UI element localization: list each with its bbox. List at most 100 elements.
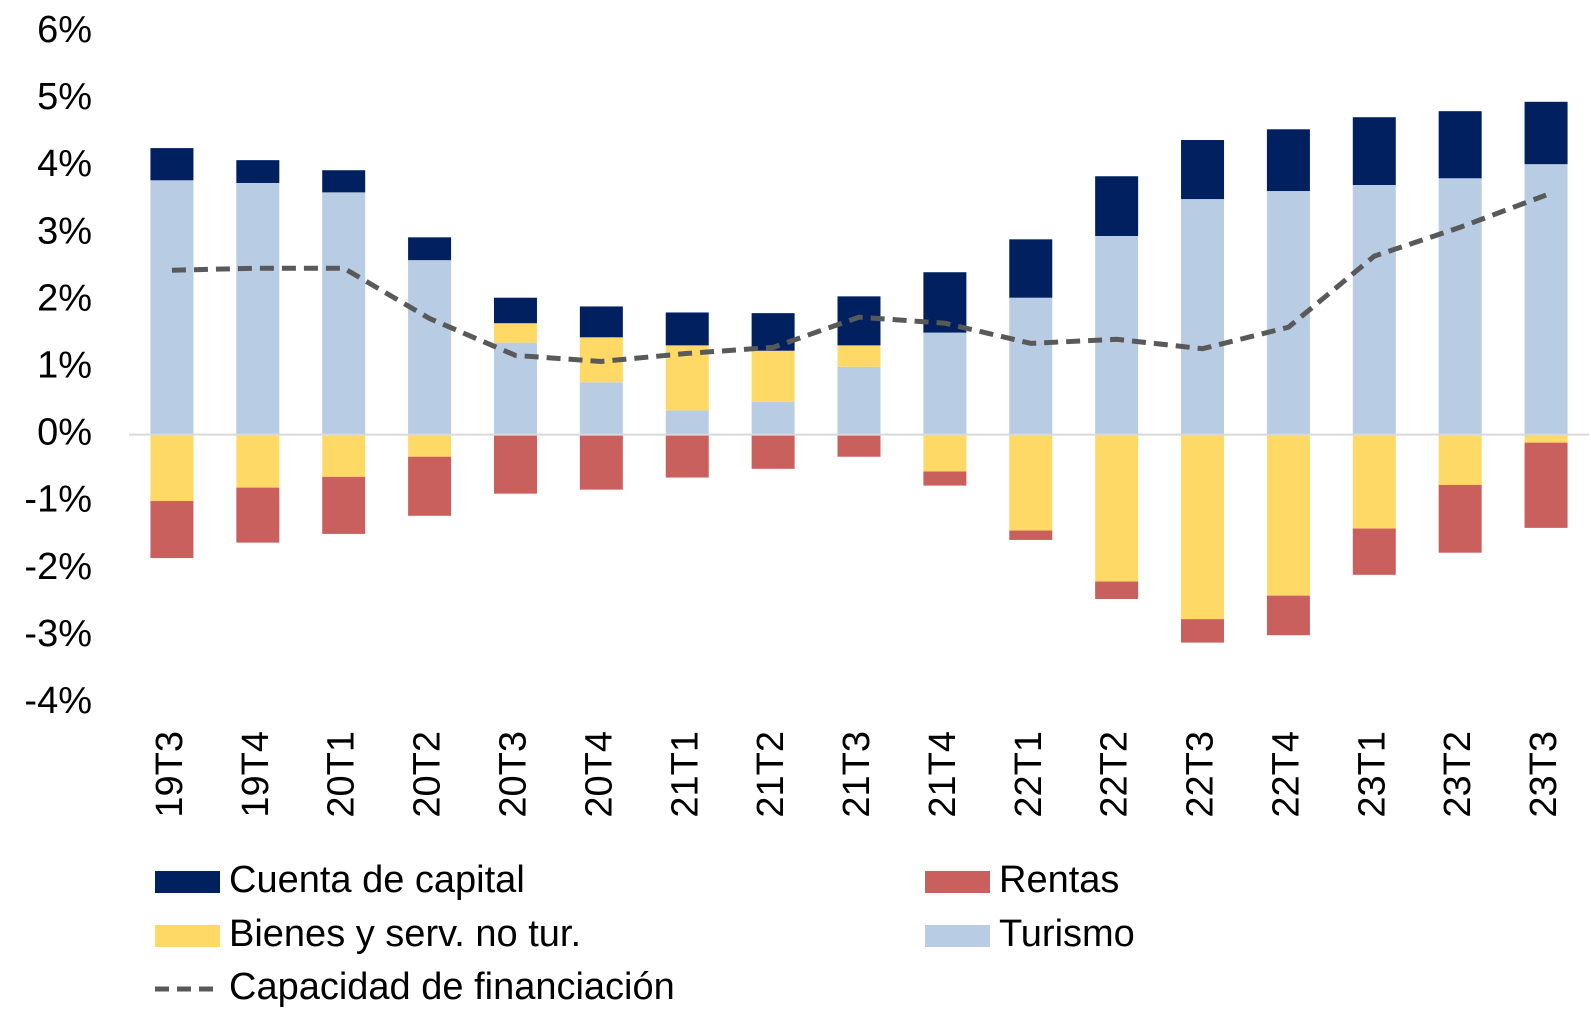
bar-segment xyxy=(1181,199,1225,435)
legend-swatch xyxy=(925,925,990,947)
bar-segment xyxy=(1438,484,1482,553)
bar-segment xyxy=(1266,595,1310,636)
bar-segment xyxy=(1181,434,1225,620)
bar-segment xyxy=(408,260,452,435)
legend-label: Capacidad de financiación xyxy=(229,966,675,1008)
line-series xyxy=(171,192,1547,364)
bar-segment xyxy=(1095,235,1139,435)
bar-segment xyxy=(1266,129,1310,192)
y-tick-label: 6% xyxy=(37,9,92,51)
bar-segment xyxy=(751,434,795,469)
x-tick-label: 21T2 xyxy=(750,731,792,818)
legend-swatch xyxy=(155,925,220,947)
bar-segment xyxy=(322,434,366,477)
y-tick-label: -2% xyxy=(24,546,92,588)
bar-segment xyxy=(923,332,967,435)
bar-segment xyxy=(322,192,366,435)
bar-segment xyxy=(1009,434,1053,531)
x-tick-label: 19T3 xyxy=(149,731,191,818)
x-tick-label: 20T3 xyxy=(493,731,535,818)
bar-segment xyxy=(1181,619,1225,643)
x-tick-label: 23T3 xyxy=(1523,731,1565,818)
x-tick-label: 23T1 xyxy=(1351,731,1393,818)
bar-segment xyxy=(579,382,623,435)
bar-segment xyxy=(150,501,194,559)
bar-segment xyxy=(322,170,366,193)
bar-segment xyxy=(837,296,881,346)
x-tick-label: 22T4 xyxy=(1265,731,1307,818)
y-tick-label: 5% xyxy=(37,76,92,118)
bar-segment xyxy=(751,401,795,435)
bar-segment xyxy=(1438,111,1482,179)
bar-segment xyxy=(837,345,881,367)
bar-segment xyxy=(665,434,709,478)
x-tick-label: 21T4 xyxy=(922,731,964,818)
bar-segment xyxy=(1352,184,1396,435)
x-tick-label: 21T1 xyxy=(664,731,706,818)
bar-segment xyxy=(1524,434,1568,443)
bar-segment xyxy=(1095,434,1139,582)
x-tick-label: 22T3 xyxy=(1180,731,1222,818)
bar-segment xyxy=(1009,530,1053,540)
bar-segment xyxy=(923,471,967,486)
x-tick-label: 19T4 xyxy=(235,731,277,818)
bar-segment xyxy=(1266,434,1310,596)
y-tick-label: -4% xyxy=(24,680,92,722)
y-tick-label: -1% xyxy=(24,479,92,521)
legend-label: Rentas xyxy=(999,859,1119,901)
x-tick-label: 21T3 xyxy=(836,731,878,818)
bar-segment xyxy=(408,456,452,516)
bar-segment xyxy=(1095,176,1139,236)
bar-segment xyxy=(751,313,795,351)
x-tick-label: 20T2 xyxy=(407,731,449,818)
bar-segment xyxy=(150,434,194,502)
bar-segment xyxy=(1352,434,1396,529)
bar-segment xyxy=(150,180,194,435)
y-tick-label: 2% xyxy=(37,277,92,319)
bar-segment xyxy=(236,487,280,543)
bar-segment xyxy=(150,148,194,181)
bar-segment xyxy=(665,410,709,435)
bar-segment xyxy=(665,345,709,411)
bar-segment xyxy=(236,182,280,435)
x-tick-label: 20T1 xyxy=(321,731,363,818)
bar-segment xyxy=(751,350,795,402)
bar-segment xyxy=(493,297,537,324)
bar-segment xyxy=(1438,178,1482,435)
bar-segment xyxy=(837,366,881,435)
bar-segment xyxy=(1352,117,1396,185)
bar-segment xyxy=(1438,434,1482,485)
bar-segment xyxy=(408,237,452,261)
bar-segment xyxy=(1524,442,1568,528)
bar-segment xyxy=(579,434,623,490)
bar-segment xyxy=(923,434,967,472)
y-tick-label: 0% xyxy=(37,412,92,454)
bar-segment xyxy=(1352,528,1396,575)
bar-segment xyxy=(1181,140,1225,200)
y-tick-label: 1% xyxy=(37,345,92,387)
bar-segment xyxy=(236,160,280,183)
x-tick-label: 23T2 xyxy=(1437,731,1479,818)
y-tick-label: -3% xyxy=(24,613,92,655)
legend-swatch xyxy=(155,871,220,893)
bar-segment xyxy=(665,312,709,346)
legend-label: Bienes y serv. no tur. xyxy=(229,913,581,955)
bar-segment xyxy=(579,306,623,338)
bar-segment xyxy=(837,434,881,457)
legend-label: Turismo xyxy=(999,913,1135,955)
bar-segment xyxy=(1095,581,1139,599)
y-tick-label: 4% xyxy=(37,143,92,185)
bar-segment xyxy=(493,323,537,343)
bar-segment xyxy=(1009,297,1053,435)
bar-segment xyxy=(408,434,452,457)
bar-segment xyxy=(236,434,280,488)
x-tick-label: 22T1 xyxy=(1008,731,1050,818)
bar-segment xyxy=(1524,164,1568,435)
bar-segment xyxy=(1524,101,1568,165)
x-tick-label: 22T2 xyxy=(1094,731,1136,818)
bar-segment xyxy=(1009,239,1053,298)
legend-swatch xyxy=(925,871,990,893)
bar-segment xyxy=(322,476,366,534)
legend-label: Cuenta de capital xyxy=(229,859,525,901)
